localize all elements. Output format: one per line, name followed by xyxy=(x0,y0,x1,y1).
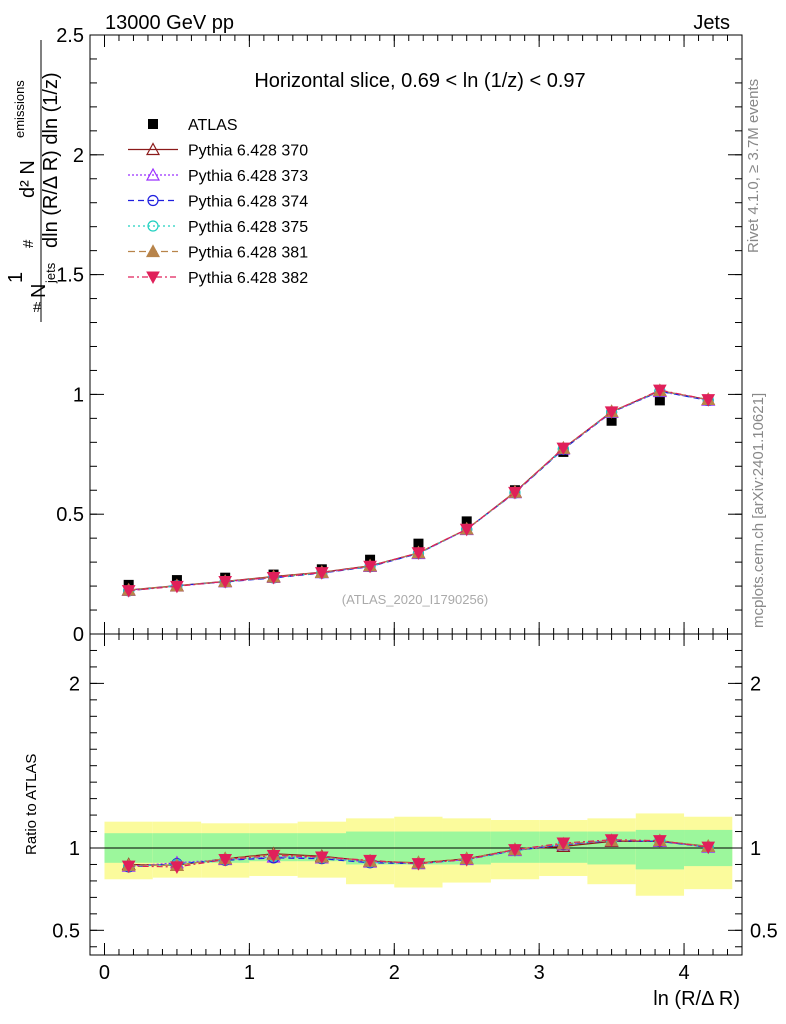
legend-marker xyxy=(147,194,159,207)
y-axis-label-ratio: Ratio to ATLAS xyxy=(23,754,40,855)
ratio-y-tick-label: 1 xyxy=(69,838,80,860)
rivet-label: Rivet 4.1.0, ≥ 3.7M events xyxy=(745,79,762,253)
legend-label: ATLAS xyxy=(188,117,238,134)
ratio-data-point xyxy=(653,835,667,848)
y-axis-label-main: # 1 N jets d² N emissions # dln (R/Δ R) … xyxy=(5,40,62,322)
main-y-tick-label: 1.5 xyxy=(56,265,84,287)
ratio-data-point xyxy=(556,837,571,851)
ratio-y-tick-label: 0.5 xyxy=(52,920,80,942)
main-data-point xyxy=(413,538,424,549)
ratio-data-point xyxy=(314,851,329,865)
main-y-tick-label: 0.5 xyxy=(56,504,84,526)
ylabel-jets: jets xyxy=(43,262,58,284)
ylabel-n: N xyxy=(28,284,50,298)
energy-label: 13000 GeV pp xyxy=(105,12,234,34)
main-data-point xyxy=(314,567,329,580)
ratio-x-tick-label: 2 xyxy=(389,962,400,984)
main-data-point xyxy=(556,442,571,456)
main-data-point xyxy=(121,585,136,598)
main-series-line xyxy=(128,390,709,592)
main-y-tick-label: 2 xyxy=(73,145,84,167)
main-series-line xyxy=(128,390,709,591)
ratio-y-tick-label-right: 0.5 xyxy=(750,920,778,942)
main-data-point xyxy=(461,516,472,527)
main-data-point xyxy=(653,384,667,398)
ylabel-hash-1: # xyxy=(33,299,42,316)
ylabel-d2: d² N xyxy=(17,160,39,198)
legend-label: Pythia 6.428 373 xyxy=(188,168,308,185)
ratio-data-point xyxy=(170,861,184,874)
ratio-data-point xyxy=(701,841,716,855)
ratio-x-tick-label: 3 xyxy=(534,962,545,984)
ratio-x-tick-label: 4 xyxy=(678,962,689,984)
ylabel-hash-2: # xyxy=(20,239,37,248)
main-y-tick-label: 1 xyxy=(73,384,84,406)
ratio-data-point xyxy=(363,854,377,868)
main-series-line xyxy=(128,389,709,591)
main-series-line xyxy=(128,390,709,591)
ratio-y-tick-label-right: 2 xyxy=(750,673,761,695)
ratio-plot-frame xyxy=(89,633,743,956)
main-series-line xyxy=(128,390,709,592)
main-data-point xyxy=(266,571,281,585)
ratio-y-tick-label: 2 xyxy=(69,673,80,695)
main-data-point xyxy=(654,395,665,406)
legend-marker xyxy=(148,119,158,129)
main-data-point xyxy=(606,415,617,426)
ratio-x-tick-label: 1 xyxy=(244,962,255,984)
legend-marker xyxy=(145,244,161,258)
analysis-watermark: (ATLAS_2020_I1790256) xyxy=(342,592,488,607)
main-data-point xyxy=(508,486,522,500)
main-data-point xyxy=(170,580,184,594)
process-label: Jets xyxy=(693,12,730,34)
plot-title: Horizontal slice, 0.69 < ln (1/z) < 0.97 xyxy=(254,70,585,92)
x-axis-label: ln (R/Δ R) xyxy=(653,988,740,1010)
ratio-data-point xyxy=(604,834,619,847)
main-data-point xyxy=(411,547,426,560)
legend-marker xyxy=(145,167,161,181)
main-y-tick-label: 0 xyxy=(73,624,84,646)
legend-marker xyxy=(145,142,161,156)
ylabel-emissions: emissions xyxy=(12,80,27,138)
main-y-tick-label: 2.5 xyxy=(56,25,84,47)
ratio-data-point xyxy=(508,844,522,857)
legend-marker xyxy=(146,271,160,285)
main-data-point xyxy=(363,560,377,574)
main-data-point xyxy=(604,406,619,419)
legend-label: Pythia 6.428 381 xyxy=(188,245,308,262)
legend-marker xyxy=(147,220,159,232)
legend-label: Pythia 6.428 374 xyxy=(188,194,308,211)
ratio-x-tick-label: 0 xyxy=(99,962,110,984)
ratio-data-point xyxy=(411,858,426,871)
ratio-data-point xyxy=(121,860,136,874)
ratio-data-point xyxy=(459,854,474,867)
ylabel-one: 1 xyxy=(5,272,27,283)
main-data-point xyxy=(218,576,233,589)
legend-label: Pythia 6.428 382 xyxy=(188,270,308,287)
ratio-data-point xyxy=(218,854,233,867)
ylabel-denominator: dln (R/Δ R) dln (1/z) xyxy=(40,72,62,248)
ratio-y-tick-label-right: 1 xyxy=(750,838,761,860)
ratio-plot: 0 1 2 3 4 0.5 0.5 1 1 2 2 xyxy=(52,633,778,984)
main-plot: 0 0.5 1 1.5 2 2.5 xyxy=(56,25,743,646)
mcplots-label: mcplots.cern.ch [arXiv:2401.10621] xyxy=(750,393,767,628)
legend-label: Pythia 6.428 370 xyxy=(188,143,308,160)
ratio-data-point xyxy=(266,849,281,863)
main-series-line xyxy=(128,389,709,592)
legend-label: Pythia 6.428 375 xyxy=(188,219,308,236)
main-data-point xyxy=(701,394,716,407)
main-data-point xyxy=(459,523,474,537)
legend: ATLAS Pythia 6.428 370 Pythia 6.428 373 Pyt… xyxy=(128,117,308,287)
